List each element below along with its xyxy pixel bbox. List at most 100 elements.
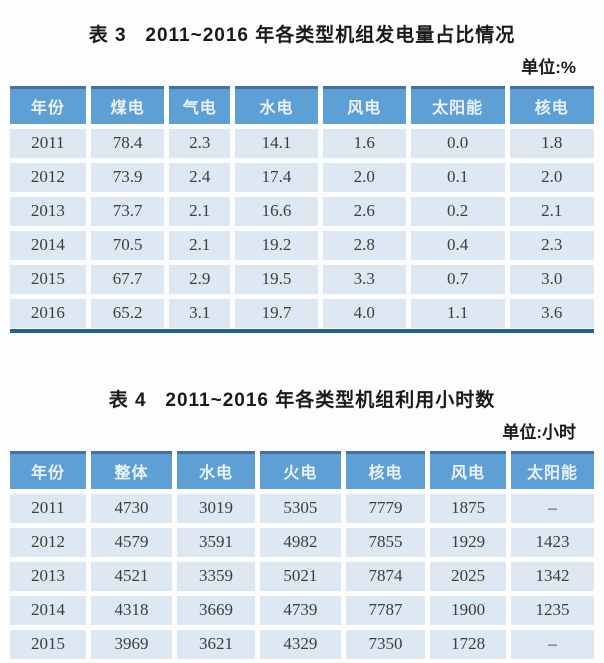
column-header: 火电 bbox=[259, 451, 341, 489]
value-cell: 3591 bbox=[177, 528, 255, 557]
column-header: 太阳能 bbox=[511, 451, 594, 489]
value-cell: 73.9 bbox=[90, 163, 165, 192]
table3-wrapper: 年份 煤电 气电 水电 风电 太阳能 核电 2011 78.4 2.3 14.1 1.6 0.0 1.8… bbox=[10, 81, 594, 333]
value-cell: 19.5 bbox=[235, 265, 318, 294]
value-cell: 4521 bbox=[90, 562, 173, 591]
value-cell: 4982 bbox=[259, 528, 341, 557]
value-cell: 7874 bbox=[345, 562, 426, 591]
column-header: 水电 bbox=[235, 86, 318, 124]
value-cell: 1728 bbox=[430, 630, 507, 659]
table4-header-row: 年份 整体 水电 火电 核电 风电 太阳能 bbox=[10, 451, 594, 489]
value-cell: 14.1 bbox=[235, 129, 318, 158]
year-cell: 2014 bbox=[10, 231, 86, 260]
year-cell: 2012 bbox=[10, 528, 86, 557]
value-cell: 4739 bbox=[259, 596, 341, 625]
value-cell: 5305 bbox=[259, 494, 341, 523]
table-row: 2016 65.2 3.1 19.7 4.0 1.1 3.6 bbox=[10, 299, 594, 328]
table-row: 2013 4521 3359 5021 7874 2025 1342 bbox=[10, 562, 594, 591]
table4-unit-label: 单位:小时 bbox=[502, 423, 576, 442]
table3-header-row: 年份 煤电 气电 水电 风电 太阳能 核电 bbox=[10, 86, 594, 124]
value-cell: 1900 bbox=[430, 596, 507, 625]
year-cell: 2015 bbox=[10, 630, 86, 659]
value-cell: 2.0 bbox=[322, 163, 406, 192]
value-cell: 7779 bbox=[345, 494, 426, 523]
value-cell: 65.2 bbox=[90, 299, 165, 328]
table-row: 2015 67.7 2.9 19.5 3.3 0.7 3.0 bbox=[10, 265, 594, 294]
table3-unit-label: 单位:% bbox=[521, 58, 576, 77]
value-cell: 3969 bbox=[90, 630, 173, 659]
table-row: 2014 4318 3669 4739 7787 1900 1235 bbox=[10, 596, 594, 625]
year-cell: 2011 bbox=[10, 494, 86, 523]
value-cell: 70.5 bbox=[90, 231, 165, 260]
table-row: 2012 4579 3591 4982 7855 1929 1423 bbox=[10, 528, 594, 557]
value-cell: 2.3 bbox=[509, 231, 594, 260]
column-header: 风电 bbox=[322, 86, 406, 124]
value-cell: 3.0 bbox=[509, 265, 594, 294]
value-cell: 0.2 bbox=[410, 197, 505, 226]
table-row: 2013 73.7 2.1 16.6 2.6 0.2 2.1 bbox=[10, 197, 594, 226]
table-row: 2012 73.9 2.4 17.4 2.0 0.1 2.0 bbox=[10, 163, 594, 192]
value-cell: 1875 bbox=[430, 494, 507, 523]
value-cell: 2.9 bbox=[169, 265, 231, 294]
value-cell: 2.8 bbox=[322, 231, 406, 260]
value-cell: 5021 bbox=[259, 562, 341, 591]
column-header: 风电 bbox=[430, 451, 507, 489]
value-cell: 2.3 bbox=[169, 129, 231, 158]
year-cell: 2016 bbox=[10, 299, 86, 328]
value-cell: 7855 bbox=[345, 528, 426, 557]
value-cell: 0.4 bbox=[410, 231, 505, 260]
year-cell: 2011 bbox=[10, 129, 86, 158]
column-header: 整体 bbox=[90, 451, 173, 489]
table-row: 2011 4730 3019 5305 7779 1875– bbox=[10, 494, 594, 523]
year-cell: 2013 bbox=[10, 197, 86, 226]
year-cell: 2012 bbox=[10, 163, 86, 192]
value-cell: 4.0 bbox=[322, 299, 406, 328]
table-row: 2011 78.4 2.3 14.1 1.6 0.0 1.8 bbox=[10, 129, 594, 158]
value-cell: 73.7 bbox=[90, 197, 165, 226]
table3-title: 表 3 2011~2016 年各类型机组发电量占比情况 bbox=[88, 25, 516, 46]
column-header: 年份 bbox=[10, 451, 86, 489]
value-cell: 7350 bbox=[345, 630, 426, 659]
value-cell: 1.6 bbox=[322, 129, 406, 158]
table4-wrapper: 年份 整体 水电 火电 核电 风电 太阳能 2011 4730 3019 5305 7779 1875… bbox=[10, 446, 594, 663]
section-spacer bbox=[10, 333, 594, 377]
column-header: 太阳能 bbox=[410, 86, 505, 124]
value-cell: 3.3 bbox=[322, 265, 406, 294]
value-cell: 0.1 bbox=[410, 163, 505, 192]
value-cell: 2.1 bbox=[509, 197, 594, 226]
generation-share-section: 表 3 2011~2016 年各类型机组发电量占比情况 单位:% 年份 煤电 气电水… bbox=[10, 20, 594, 333]
value-cell: 2.0 bbox=[509, 163, 594, 192]
value-cell: 2.1 bbox=[169, 197, 231, 226]
table-row: 2015 3969 3621 4329 7350 1728– bbox=[10, 630, 594, 659]
generation-share-table: 年份 煤电 气电 水电 风电 太阳能 核电 2011 78.4 2.3 14.1 1.6 0.0 1.8… bbox=[5, 81, 599, 333]
value-cell: 3359 bbox=[177, 562, 255, 591]
column-header: 核电 bbox=[345, 451, 426, 489]
value-cell: 2.1 bbox=[169, 231, 231, 260]
column-header: 煤电 bbox=[90, 86, 165, 124]
column-header: 气电 bbox=[169, 86, 231, 124]
value-cell: 7787 bbox=[345, 596, 426, 625]
value-cell: – bbox=[511, 494, 594, 523]
value-cell: 19.7 bbox=[235, 299, 318, 328]
value-cell: 17.4 bbox=[235, 163, 318, 192]
utilization-hours-section: 表 4 2011~2016 年各类型机组利用小时数 单位:小时 年份 整体 水电 火电… bbox=[10, 385, 594, 663]
table4-title: 表 4 2011~2016 年各类型机组利用小时数 bbox=[108, 390, 496, 411]
value-cell: 3621 bbox=[177, 630, 255, 659]
value-cell: 3.6 bbox=[509, 299, 594, 328]
value-cell: 4579 bbox=[90, 528, 173, 557]
value-cell: 2.4 bbox=[169, 163, 231, 192]
table-row: 2014 70.5 2.1 19.2 2.8 0.4 2.3 bbox=[10, 231, 594, 260]
value-cell: 1.8 bbox=[509, 129, 594, 158]
utilization-hours-table: 年份 整体 水电 火电 核电 风电 太阳能 2011 4730 3019 5305 7779 1875… bbox=[5, 446, 599, 663]
value-cell: 4318 bbox=[90, 596, 173, 625]
year-cell: 2015 bbox=[10, 265, 86, 294]
value-cell: 4329 bbox=[259, 630, 341, 659]
value-cell: 2025 bbox=[430, 562, 507, 591]
value-cell: 16.6 bbox=[235, 197, 318, 226]
column-header: 水电 bbox=[177, 451, 255, 489]
value-cell: 2.6 bbox=[322, 197, 406, 226]
value-cell: 3.1 bbox=[169, 299, 231, 328]
column-header: 核电 bbox=[509, 86, 594, 124]
value-cell: 78.4 bbox=[90, 129, 165, 158]
